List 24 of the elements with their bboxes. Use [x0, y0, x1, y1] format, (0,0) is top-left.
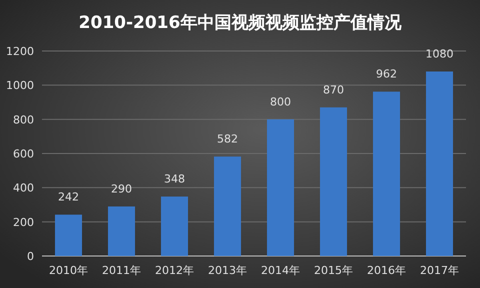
y-tick-label: 200	[13, 216, 34, 229]
y-tick-label: 1000	[6, 79, 34, 92]
data-label: 870	[323, 83, 344, 96]
data-label: 242	[58, 190, 79, 204]
chart-title: 2010-2016年中国视频视频监控产值情况	[78, 13, 402, 33]
y-tick-label: 400	[13, 182, 34, 195]
data-label: 800	[270, 95, 291, 108]
x-tick-label: 2012年	[155, 264, 194, 277]
y-tick-label: 600	[13, 148, 34, 160]
y-tick-label: 800	[13, 113, 34, 126]
y-tick-label: 1200	[6, 45, 34, 58]
x-tick-label: 2015年	[314, 264, 353, 277]
x-tick-label: 2013年	[208, 264, 247, 277]
x-tick-label: 2016年	[367, 264, 406, 277]
data-label: 582	[217, 132, 238, 146]
data-label: 962	[376, 68, 397, 81]
data-label: 290	[111, 182, 132, 196]
x-tick-label: 2010年	[49, 264, 88, 277]
data-label: 1080	[426, 48, 454, 60]
data-label: 348	[164, 172, 185, 186]
x-tick-label: 2017年	[420, 264, 459, 277]
x-tick-label: 2011年	[102, 264, 141, 277]
y-tick-label: 0	[27, 250, 34, 263]
x-tick-label: 2014年	[261, 264, 300, 277]
